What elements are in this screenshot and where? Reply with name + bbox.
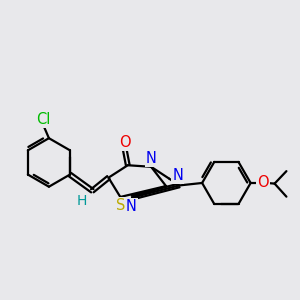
Text: H: H (76, 194, 87, 208)
Text: O: O (119, 135, 130, 150)
Text: S: S (116, 198, 125, 213)
Text: N: N (146, 151, 157, 166)
Text: Cl: Cl (36, 112, 50, 127)
Text: N: N (172, 168, 183, 183)
Text: O: O (257, 176, 269, 190)
Text: N: N (126, 200, 137, 214)
